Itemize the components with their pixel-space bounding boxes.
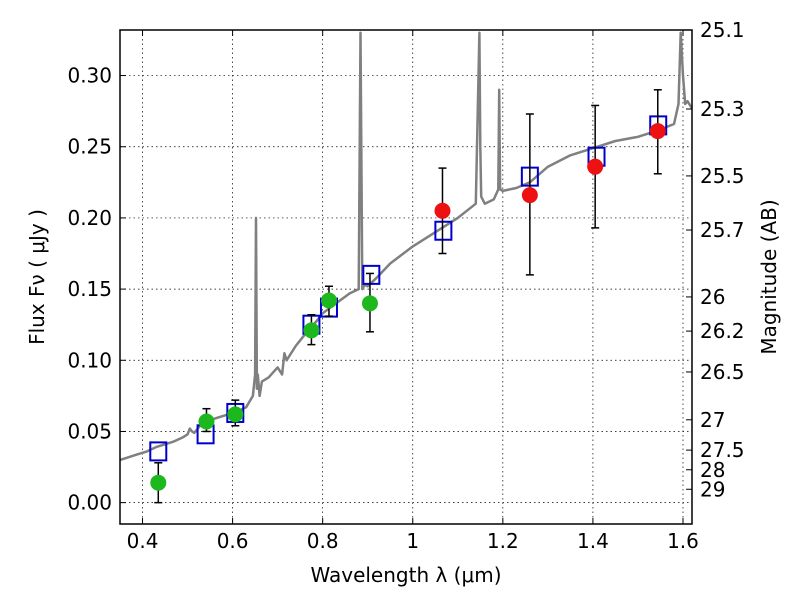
mag-tick-label: 27 [700,408,725,432]
x-tick-label: 0.8 [307,529,339,553]
photometry-point [649,123,666,140]
model-square-marker [434,220,453,241]
model-square-marker [149,441,168,462]
spectrum-layer [120,31,692,462]
photometry-point [320,292,337,309]
mag-tick-label: 26.5 [700,360,745,384]
photometry-point [198,413,215,430]
plot-frame [119,29,693,525]
photometry-point [303,322,320,339]
mag-tick-label: 26 [700,285,725,309]
photometry-point [361,295,378,312]
model-square-marker [362,264,381,285]
mag-tick-label: 27.5 [700,438,745,462]
spectrum-line [120,31,692,462]
y-tick-label: 0.10 [67,348,112,372]
photometry-point [227,406,244,423]
x-tick-label: 0.6 [217,529,249,553]
x-tick-label: 1.4 [577,529,609,553]
mag-tick-label: 29 [700,477,725,501]
x-tick-label: 0.4 [127,529,159,553]
photometry-point [434,202,451,219]
x-tick-label: 1.2 [487,529,519,553]
x-axis-title: Wavelength λ (μm) [310,563,501,587]
y-axis-title-right: Magnitude (AB) [757,199,781,354]
grid [120,30,692,524]
photometry-point [521,187,538,204]
y-tick-label: 0.05 [67,419,112,443]
mag-tick-label: 26.2 [700,319,745,343]
y-tick-label: 0.25 [67,135,112,159]
photometry-point [587,158,604,175]
y-axis-title-left: Flux Fν ( μJy ) [25,209,49,345]
mag-tick-label: 28 [700,458,725,482]
mag-tick-label: 25.3 [700,97,745,121]
marker-layer [149,89,668,504]
x-tick-label: 1 [406,529,419,553]
mag-tick-label: 25.7 [700,218,745,242]
mag-tick-label: 25.1 [700,18,745,42]
x-tick-label: 1.6 [667,529,699,553]
y-tick-label: 0.00 [67,491,112,515]
y-tick-label: 0.30 [67,64,112,88]
mag-tick-label: 25.5 [700,164,745,188]
photometry-point [150,474,167,491]
y-tick-label: 0.20 [67,206,112,230]
ticks-layer: 0.4 0.6 0.8 1 1.2 1.4 1.6 0.00 0.05 0.10 0.15 0.20 0… [67,18,744,553]
y-tick-label: 0.15 [67,277,112,301]
